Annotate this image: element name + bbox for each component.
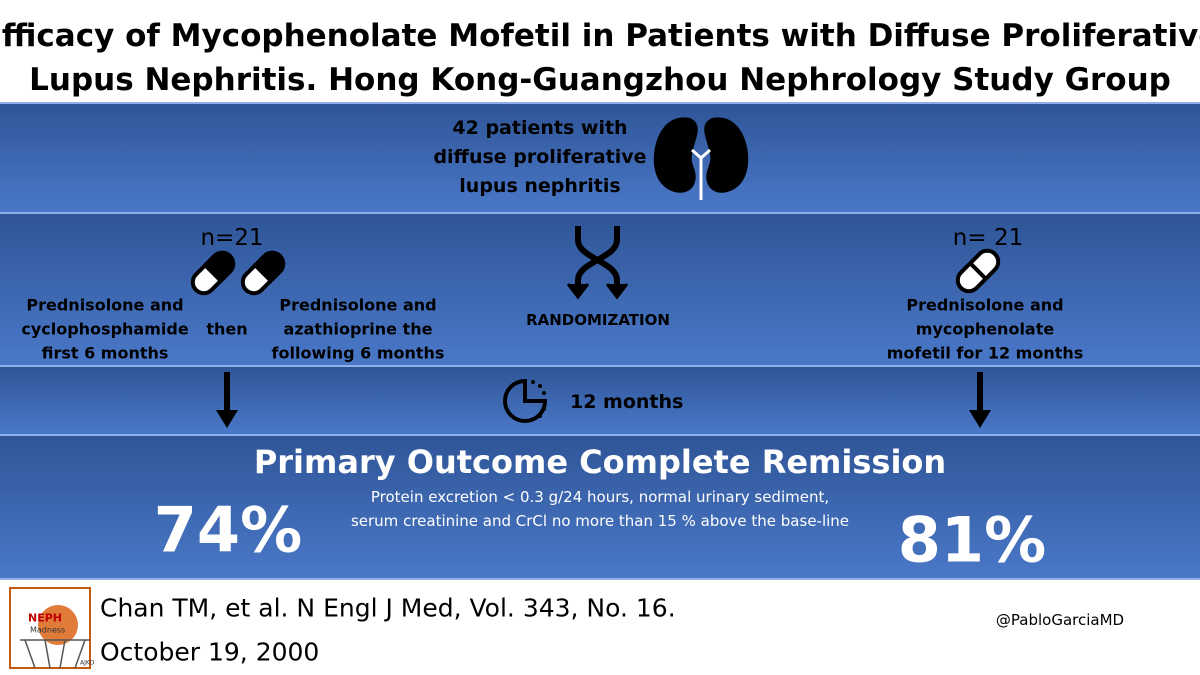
phase2-line: following 6 months bbox=[272, 344, 445, 363]
treatment-line: Prednisolone and bbox=[906, 296, 1063, 315]
handle: @PabloGarciaMD bbox=[996, 611, 1124, 629]
kidney-icon bbox=[653, 117, 749, 200]
logo: NEPH Madness AJKD bbox=[9, 587, 95, 669]
population-line: lupus nephritis bbox=[459, 175, 620, 197]
phase1-line: cyclophosphamide bbox=[21, 320, 188, 339]
population-line: 42 patients with bbox=[452, 117, 627, 139]
clock-icon bbox=[503, 378, 548, 423]
down-arrows bbox=[216, 372, 991, 428]
band-outcome bbox=[0, 435, 1200, 579]
band-population bbox=[0, 103, 1200, 213]
outcome-title: Primary Outcome Complete Remission bbox=[254, 443, 946, 481]
title-line: Efficacy of Mycophenolate Mofetil in Pat… bbox=[0, 18, 1200, 54]
phase1-line: Prednisolone and bbox=[26, 296, 183, 315]
randomization-arrows bbox=[566, 226, 629, 300]
left-result: 74% bbox=[154, 494, 302, 567]
arm-n: n= 21 bbox=[953, 225, 1023, 251]
randomization: RANDOMIZATION bbox=[526, 311, 670, 329]
citation-line: Chan TM, et al. N Engl J Med, Vol. 343, … bbox=[100, 594, 676, 623]
outcome-definition: serum creatinine and CrCl no more than 1… bbox=[351, 512, 849, 530]
logo-text: Madness bbox=[30, 626, 65, 635]
right-result: 81% bbox=[898, 504, 1046, 577]
logo-tag: AJKD bbox=[80, 660, 95, 667]
outcome-definition: Protein excretion < 0.3 g/24 hours, norm… bbox=[371, 488, 829, 506]
pill-icon bbox=[955, 248, 1001, 294]
phase1-line: first 6 months bbox=[42, 344, 169, 363]
duration: 12 months bbox=[570, 391, 683, 413]
logo-text: NEPH bbox=[28, 612, 62, 625]
phase2-line: azathioprine the bbox=[284, 320, 433, 339]
pill-icons bbox=[190, 250, 286, 296]
phase2-line: Prednisolone and bbox=[279, 296, 436, 315]
band-dividers bbox=[0, 102, 1200, 580]
connector: then bbox=[206, 320, 247, 339]
treatment-line: mofetil for 12 months bbox=[887, 344, 1084, 363]
population-line: diffuse proliferative bbox=[433, 146, 646, 168]
arm-n: n=21 bbox=[200, 225, 263, 251]
treatment-line: mycophenolate bbox=[916, 320, 1055, 339]
citation-line: October 19, 2000 bbox=[100, 638, 319, 667]
title-line: Lupus Nephritis. Hong Kong-Guangzhou Nep… bbox=[29, 62, 1171, 98]
band-duration bbox=[0, 366, 1200, 435]
